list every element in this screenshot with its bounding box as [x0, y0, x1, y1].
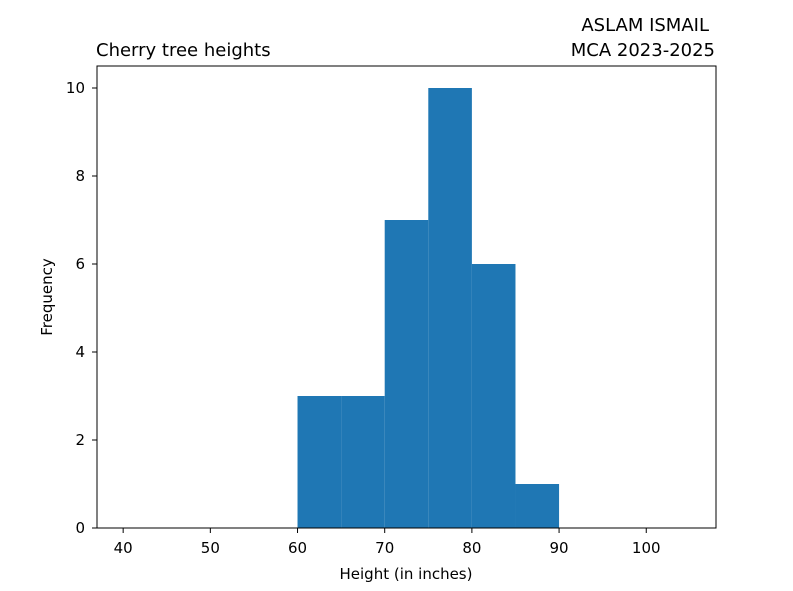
histogram-bar-3: [384, 220, 429, 528]
histogram-bar-1: [297, 396, 342, 528]
plot-frame: [96, 65, 717, 529]
y-tick-label: 2: [75, 431, 85, 449]
y-tick-label: 8: [75, 167, 85, 185]
y-axis-ticks: 0 2 4 6 8 10: [66, 79, 97, 537]
x-tick-label: 100: [632, 539, 661, 557]
chart-title-left: Cherry tree heights: [96, 40, 271, 61]
x-tick-label: 50: [201, 539, 220, 557]
histogram-bar-6: [515, 484, 560, 528]
y-tick-label: 6: [75, 255, 85, 273]
y-tick-label: 10: [66, 79, 85, 97]
y-tick-label: 0: [75, 519, 85, 537]
x-tick-label: 80: [462, 539, 481, 557]
histogram-bar-4: [428, 88, 472, 528]
y-axis-label: Frequency: [38, 258, 56, 336]
chart-title-right-line-1: ASLAM ISMAIL: [581, 15, 709, 36]
x-axis-ticks: 40 50 60 70 80 90 100: [114, 528, 661, 557]
x-tick-label: 60: [288, 539, 307, 557]
x-tick-label: 90: [550, 539, 569, 557]
x-tick-label: 40: [114, 539, 133, 557]
histogram-bar-5: [471, 264, 516, 528]
x-tick-label: 70: [375, 539, 394, 557]
chart-title-right-line-2: MCA 2023-2025: [571, 40, 715, 61]
histogram-bar-2: [341, 396, 385, 528]
histogram-bars: [297, 88, 560, 528]
x-axis-label: Height (in inches): [340, 565, 473, 583]
y-tick-label: 4: [75, 343, 85, 361]
